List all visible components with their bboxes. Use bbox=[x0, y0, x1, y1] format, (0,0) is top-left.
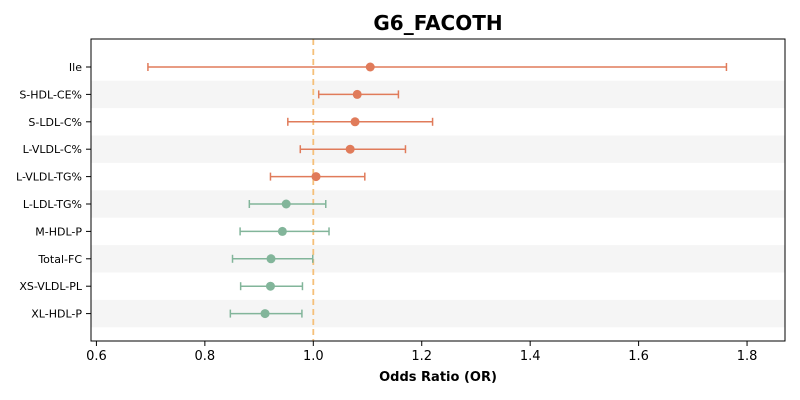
x-axis: 0.6 0.8 1.0 1.2 1.4 1.6 1.8 bbox=[86, 341, 757, 364]
y-tick-label: Ile bbox=[69, 61, 82, 74]
row-l-vldl-c- bbox=[299, 144, 407, 154]
y-tick-label: XS-VLDL-PL bbox=[19, 280, 83, 293]
plot-frame bbox=[90, 38, 786, 342]
row-m-hdl-p bbox=[239, 226, 330, 236]
x-tick-label: 1.2 bbox=[411, 349, 432, 364]
x-tick-label: 1.0 bbox=[303, 349, 324, 364]
row-total-fc bbox=[231, 254, 314, 264]
or-point bbox=[365, 62, 375, 72]
or-point bbox=[352, 89, 362, 99]
row-xl-hdl-p bbox=[229, 309, 303, 319]
row-ile bbox=[147, 62, 728, 72]
row-s-hdl-ce- bbox=[317, 89, 400, 99]
or-point bbox=[266, 254, 276, 264]
y-tick-label: L-VLDL-C% bbox=[23, 143, 82, 156]
row-band bbox=[91, 245, 785, 273]
row-l-vldl-tg- bbox=[269, 172, 366, 182]
or-point bbox=[260, 309, 270, 319]
row-s-ldl-c- bbox=[287, 117, 434, 127]
y-tick-label: M-HDL-P bbox=[35, 225, 82, 238]
or-point bbox=[345, 144, 355, 154]
x-tick-label: 1.8 bbox=[737, 349, 758, 364]
chart-title: G6_FACOTH bbox=[373, 11, 502, 35]
row-xs-vldl-pl bbox=[239, 281, 304, 291]
or-point bbox=[277, 226, 287, 236]
y-axis: Ile S-HDL-CE% S-LDL-C% L-VLDL-C% L-VLDL-TG% L… bbox=[16, 61, 91, 321]
row-l-ldl-tg- bbox=[248, 199, 327, 209]
x-tick-label: 1.6 bbox=[628, 349, 649, 364]
or-point bbox=[311, 172, 321, 182]
row-bands bbox=[91, 80, 785, 328]
row-band bbox=[91, 299, 785, 328]
plot-marks bbox=[147, 62, 728, 319]
x-axis-label: Odds Ratio (OR) bbox=[379, 370, 497, 385]
y-tick-label: L-LDL-TG% bbox=[23, 198, 82, 211]
or-point bbox=[281, 199, 291, 209]
x-tick-label: 0.8 bbox=[195, 349, 216, 364]
y-tick-label: S-HDL-CE% bbox=[19, 88, 82, 101]
row-band bbox=[91, 190, 785, 218]
y-tick-label: XL-HDL-P bbox=[31, 308, 82, 321]
y-tick-label: Total-FC bbox=[37, 253, 82, 266]
x-tick-label: 1.4 bbox=[520, 349, 541, 364]
or-point bbox=[350, 117, 360, 127]
y-tick-label: L-VLDL-TG% bbox=[16, 171, 82, 184]
row-band bbox=[91, 135, 785, 163]
y-tick-label: S-LDL-C% bbox=[28, 116, 82, 129]
or-point bbox=[265, 281, 275, 291]
row-band bbox=[91, 80, 785, 109]
x-tick-label: 0.6 bbox=[86, 349, 107, 364]
